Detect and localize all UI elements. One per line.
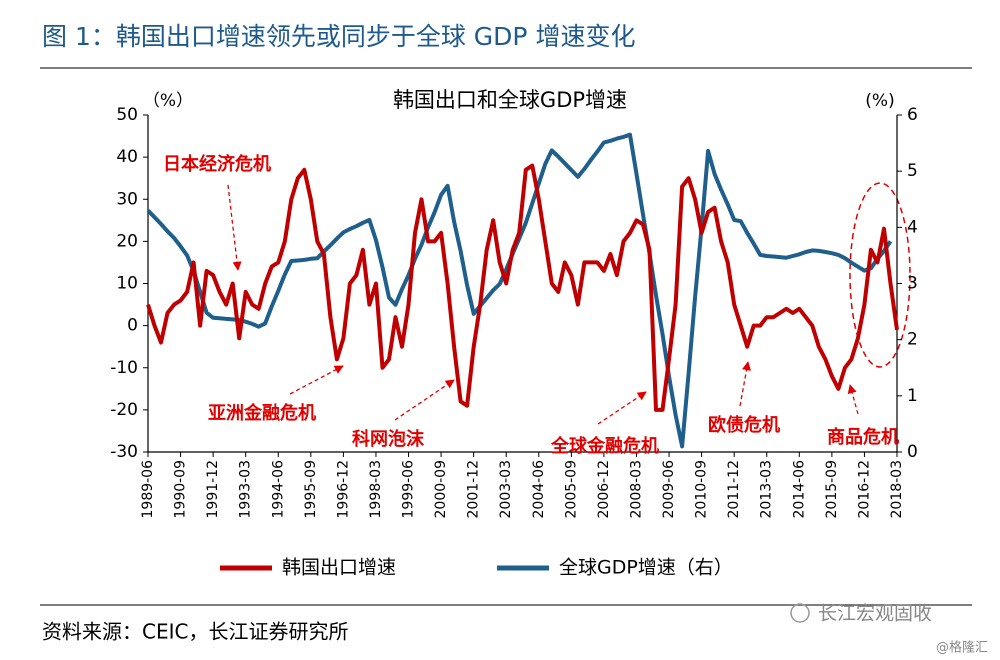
y-tick-label: -10	[110, 358, 138, 378]
x-tick-label: 1994-06	[270, 460, 286, 519]
x-tick-label: 1998-03	[368, 460, 384, 519]
x-tick-label: 2000-09	[433, 460, 449, 519]
arrow	[227, 184, 242, 271]
x-tick-label: 2008-03	[628, 460, 644, 519]
y-axis-label: （%）	[143, 91, 193, 111]
y2-tick-label: 0	[907, 442, 918, 462]
y2-tick-label: 2	[907, 330, 918, 350]
credit: @格隆汇	[936, 640, 988, 656]
y-tick-label: 10	[116, 274, 138, 294]
x-tick-label: 2006-12	[596, 460, 612, 519]
y2-tick-label: 4	[907, 217, 918, 237]
x-tick-label: 1996-12	[335, 460, 351, 519]
annotation: 欧债危机	[708, 414, 780, 436]
y-tick-label: -20	[110, 400, 138, 420]
y-tick-label: 0	[127, 316, 138, 336]
x-tick-label: 1999-06	[401, 460, 417, 519]
x-tick-label: 1995-09	[303, 460, 319, 519]
series-line	[146, 132, 893, 449]
annotation: 商品危机	[827, 426, 899, 448]
x-tick-label: 2003-03	[498, 460, 514, 519]
figure-title: 图 1：韩国出口增速领先或同步于全球 GDP 增速变化	[42, 22, 635, 51]
x-tick-label: 2013-03	[759, 460, 775, 519]
series-line	[146, 163, 899, 412]
x-tick-label: 1993-03	[238, 460, 254, 519]
y2-tick-label: 5	[907, 161, 918, 181]
annotation-arrows	[227, 184, 859, 425]
x-tick-label: 2005-09	[563, 460, 579, 519]
chart-title: 韩国出口和全球GDP增速	[393, 88, 627, 112]
x-tick-label: 1989-06	[140, 460, 156, 519]
y2-tick-label: 1	[907, 386, 918, 406]
x-tick-label: 2016-12	[856, 460, 872, 519]
x-tick-label: 2018-03	[889, 460, 905, 519]
y-tick-label: 50	[116, 105, 138, 125]
source: 资料来源：CEIC，长江证券研究所	[42, 620, 348, 644]
watermark: 长江宏观固收	[818, 603, 932, 625]
y2-axis-label: (%)	[865, 91, 894, 111]
arrow	[739, 361, 752, 407]
y-tick-label: 40	[116, 147, 138, 167]
x-tick-label: 2014-06	[791, 460, 807, 519]
x-tick-label: 1991-12	[205, 460, 221, 519]
annotation: 日本经济危机	[163, 153, 271, 175]
y-tick-label: 30	[116, 189, 138, 209]
arrow	[289, 365, 344, 395]
x-tick-label: 2011-12	[726, 460, 742, 519]
arrow	[847, 384, 859, 415]
x-tick-label: 1990-09	[173, 460, 189, 519]
legend-label: 全球GDP增速（右）	[559, 557, 733, 579]
legend-label: 韩国出口增速	[282, 557, 396, 579]
x-tick-label: 2010-09	[694, 460, 710, 519]
annotation: 科网泡沫	[352, 428, 425, 450]
annotation: 全球金融危机	[550, 435, 659, 457]
arrow	[597, 391, 647, 425]
annotation: 亚洲金融危机	[208, 402, 316, 424]
x-tick-label: 2015-09	[824, 460, 840, 519]
arrow	[394, 379, 455, 421]
y2-tick-label: 3	[907, 274, 918, 294]
y-tick-label: -30	[110, 442, 138, 462]
highlight-ellipse	[849, 182, 911, 368]
y2-tick-label: 6	[907, 105, 918, 125]
y-tick-label: 20	[116, 231, 138, 251]
x-tick-label: 2009-06	[661, 460, 677, 519]
x-tick-label: 2001-12	[466, 460, 482, 519]
wechat-icon	[790, 603, 810, 623]
x-tick-label: 2004-06	[531, 460, 547, 519]
